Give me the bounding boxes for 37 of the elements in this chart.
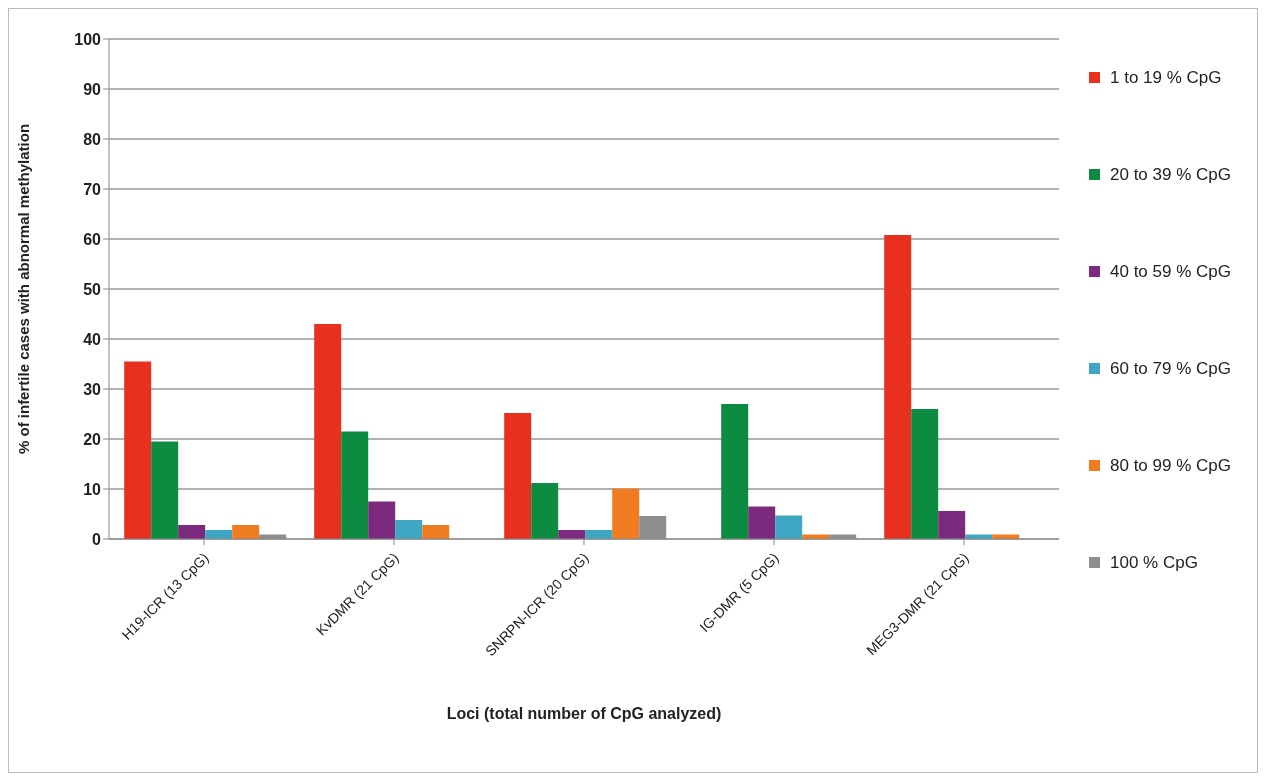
legend-label: 1 to 19 % CpG — [1110, 67, 1222, 88]
y-tick-label: 0 — [92, 530, 102, 548]
y-tick-label: 50 — [83, 280, 102, 298]
bar — [368, 501, 396, 539]
bar — [314, 324, 342, 539]
bar — [124, 361, 152, 539]
bar — [938, 511, 966, 539]
bar — [422, 525, 450, 539]
bar — [775, 515, 803, 539]
legend-label: 80 to 99 % CpG — [1110, 455, 1231, 476]
y-tick-label: 20 — [83, 430, 102, 448]
bar — [232, 525, 260, 539]
y-axis-title: % of infertile cases with abnormal methylation — [15, 123, 33, 455]
bar — [911, 409, 939, 539]
bar — [748, 506, 776, 539]
y-tick-label: 30 — [83, 380, 102, 398]
y-tick-label: 100 — [74, 30, 102, 48]
y-tick-label: 40 — [83, 330, 102, 348]
x-axis-title: Loci (total number of CpG analyzed) — [446, 705, 722, 722]
bar — [612, 488, 640, 539]
bar — [884, 235, 912, 539]
y-tick-label: 70 — [83, 180, 102, 198]
legend-label: 60 to 79 % CpG — [1110, 358, 1231, 379]
bar — [395, 520, 423, 539]
y-tick-label: 80 — [83, 130, 102, 148]
bar — [151, 441, 179, 539]
legend-label: 40 to 59 % CpG — [1110, 261, 1231, 282]
legend-label: 20 to 39 % CpG — [1110, 164, 1231, 185]
legend-label: 100 % CpG — [1110, 552, 1198, 573]
bar — [531, 483, 559, 539]
bar — [504, 413, 532, 539]
bar — [721, 404, 749, 539]
bar — [341, 431, 369, 539]
y-tick-label: 90 — [83, 80, 102, 98]
y-tick-label: 60 — [83, 230, 102, 248]
y-tick-label: 10 — [83, 480, 102, 498]
bar — [178, 525, 206, 539]
